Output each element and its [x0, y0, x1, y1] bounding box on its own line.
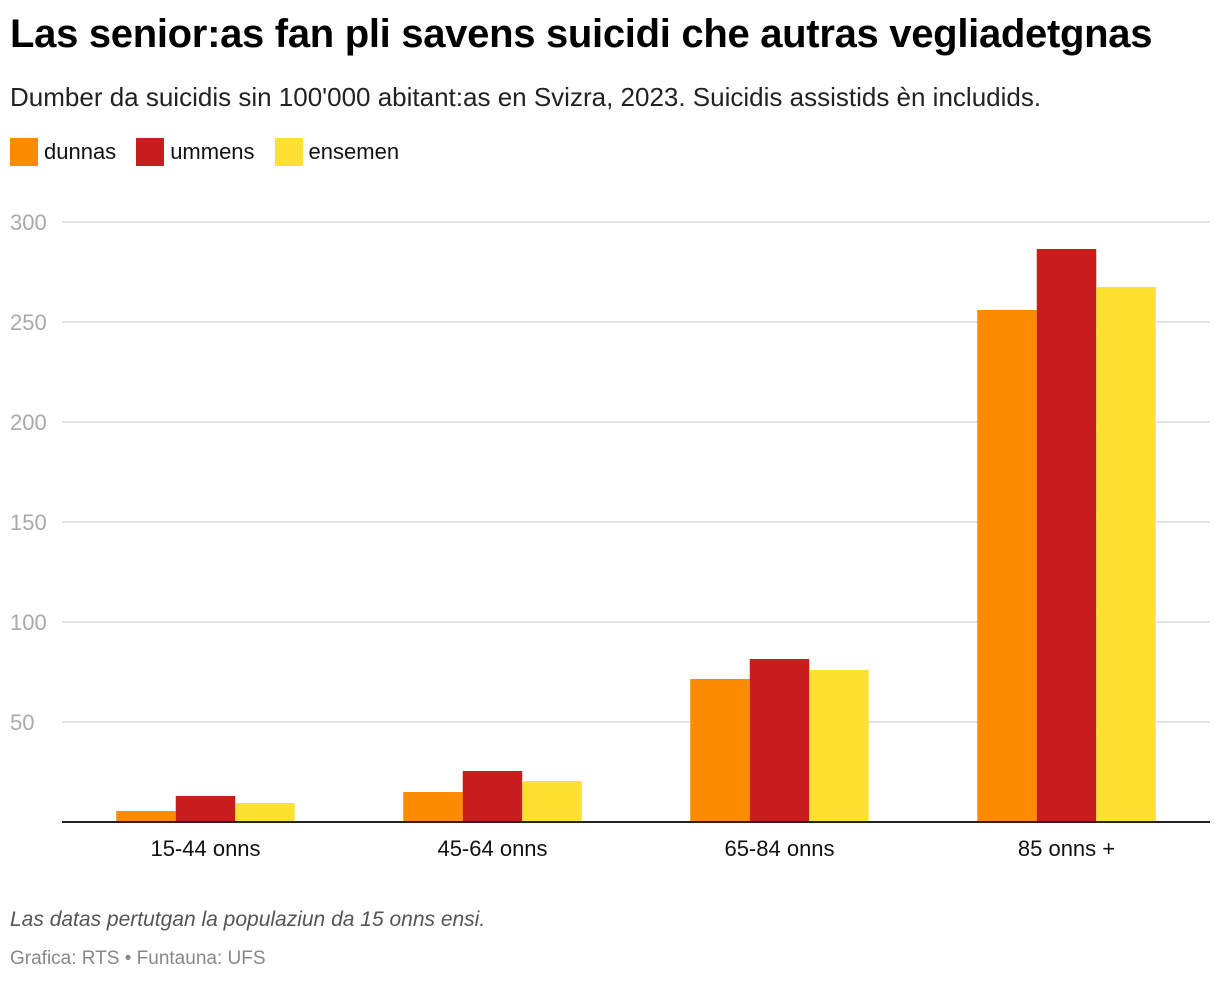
- x-tick-label-65-84-onns: 65-84 onns: [724, 836, 834, 861]
- bar-ummens-15-44-onns: [175, 796, 236, 822]
- x-tick-label-45-64-onns: 45-64 onns: [437, 836, 547, 861]
- x-axis-ticks: 15-44 onns 45-64 onns 65-84 onns 85 onns +: [150, 836, 1115, 861]
- y-tick-label-50: 50: [10, 710, 34, 735]
- bar-ummens-45-64-onns: [462, 771, 523, 822]
- chart-title: Las senior:as fan pli savens suicidi che…: [10, 12, 1153, 56]
- legend-label-dunnas: dunnas: [44, 139, 117, 164]
- bar-dunnas-45-64-onns: [403, 792, 463, 822]
- bar-chart: 50 100 150 200 250 300 15-44 onns 45-64 onns 65…: [10, 210, 1210, 861]
- y-tick-label-150: 150: [10, 510, 47, 535]
- x-tick-label-85-onns: 85 onns +: [1018, 836, 1115, 861]
- legend-swatch-ummens: [136, 138, 165, 166]
- bar-ummens-65-84-onns: [749, 659, 810, 822]
- bar-dunnas-85-onns: [977, 310, 1037, 822]
- footnote: Las datas pertutgan la populaziun da 15 …: [10, 908, 486, 931]
- x-tick-label-15-44-onns: 15-44 onns: [150, 836, 260, 861]
- bars: [116, 249, 1156, 822]
- source-credit: Grafica: RTS • Funtauna: UFS: [10, 948, 266, 969]
- y-tick-label-100: 100: [10, 610, 47, 635]
- bar-ensemen-65-84-onns: [809, 670, 869, 822]
- legend-swatch-ensemen: [274, 138, 303, 166]
- legend-label-ensemen: ensemen: [308, 139, 400, 164]
- bar-ensemen-45-64-onns: [522, 781, 582, 822]
- y-tick-label-300: 300: [10, 210, 47, 235]
- chart-subtitle: Dumber da suicidis sin 100'000 abitant:a…: [10, 82, 1042, 112]
- bar-ensemen-15-44-onns: [235, 803, 295, 822]
- bar-ensemen-85-onns: [1096, 287, 1156, 822]
- bar-ummens-85-onns: [1036, 249, 1097, 822]
- legend-item-ummens: ummens: [136, 138, 255, 166]
- legend-item-ensemen: ensemen: [274, 138, 400, 166]
- legend: dunnas ummens ensemen: [10, 138, 419, 166]
- bar-dunnas-65-84-onns: [690, 679, 750, 822]
- bar-dunnas-15-44-onns: [116, 811, 176, 822]
- legend-label-ummens: ummens: [170, 139, 255, 164]
- y-axis-ticks: 50 100 150 200 250 300: [10, 210, 47, 735]
- y-tick-label-250: 250: [10, 310, 47, 335]
- y-tick-label-200: 200: [10, 410, 47, 435]
- legend-swatch-dunnas: [10, 138, 38, 166]
- legend-item-dunnas: dunnas: [10, 138, 116, 166]
